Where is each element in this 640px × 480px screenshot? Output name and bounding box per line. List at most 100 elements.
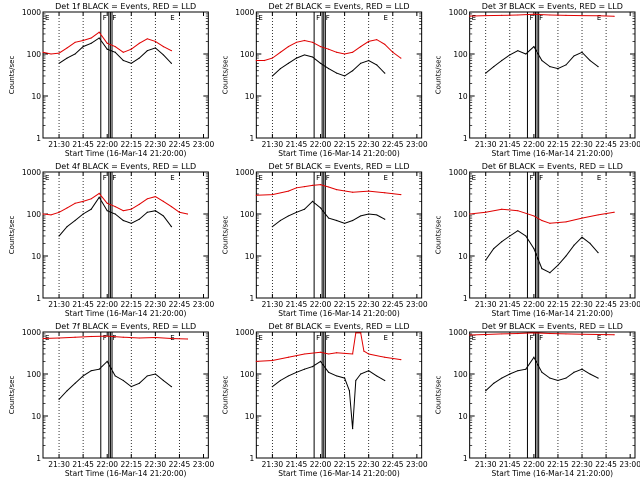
- series-line-black: [272, 54, 386, 77]
- chart-panel: Det 4f BLACK = Events, RED = LLD Counts/s…: [8, 162, 215, 318]
- event-marker: F: [103, 14, 107, 22]
- data-point: [138, 337, 140, 339]
- data-point: [50, 214, 52, 216]
- data-point: [400, 193, 402, 196]
- event-marker: E: [472, 14, 476, 22]
- data-point: [122, 336, 124, 338]
- x-tick-label: 22:45: [595, 300, 617, 309]
- data-point: [360, 46, 362, 48]
- y-tick-label: 10: [245, 252, 255, 261]
- x-axis-label: Start Time (16-Mar-14 21:20:00): [65, 149, 187, 158]
- data-point: [355, 379, 357, 382]
- data-point: [74, 202, 76, 204]
- data-point: [319, 360, 322, 362]
- data-point: [114, 51, 116, 53]
- data-point: [106, 335, 108, 337]
- y-tick-label: 100: [27, 50, 42, 59]
- data-point: [348, 390, 351, 392]
- data-point: [114, 213, 116, 215]
- data-point: [74, 336, 76, 338]
- event-marker: F: [316, 334, 320, 342]
- data-point: [597, 15, 599, 17]
- data-point: [517, 332, 519, 335]
- data-point: [485, 259, 487, 261]
- chart-panel: Det 3f BLACK = Events, RED = LLD Counts/s…: [435, 2, 640, 158]
- data-point: [303, 54, 306, 56]
- data-point: [154, 373, 156, 375]
- data-point: [295, 371, 298, 373]
- data-point: [360, 62, 362, 64]
- data-point: [162, 54, 164, 56]
- data-point: [469, 15, 471, 17]
- data-point: [376, 375, 378, 377]
- event-marker: F: [326, 334, 330, 342]
- x-tick-label: 21:45: [72, 300, 94, 309]
- data-point: [485, 390, 487, 392]
- data-point: [271, 226, 273, 228]
- data-point: [549, 377, 551, 379]
- data-point: [287, 190, 290, 192]
- x-tick-label: 22:00: [96, 460, 118, 469]
- event-marker: E: [384, 334, 388, 342]
- x-tick-label: 22:30: [145, 300, 167, 309]
- y-tick-label: 100: [27, 370, 42, 379]
- data-point: [352, 70, 354, 72]
- x-axis-label: Start Time (16-Mar-14 21:20:00): [65, 309, 187, 318]
- event-marker: E: [597, 174, 601, 182]
- x-tick-label: 22:15: [334, 300, 356, 309]
- data-point: [170, 226, 173, 228]
- x-tick-label: 22:45: [382, 300, 404, 309]
- data-point: [98, 31, 100, 33]
- x-axis-label: Start Time (16-Mar-14 21:20:00): [278, 309, 400, 318]
- y-tick-label: 10: [31, 252, 41, 261]
- data-point: [344, 222, 346, 224]
- x-tick-label: 22:30: [571, 140, 593, 149]
- data-point: [170, 206, 173, 208]
- data-point: [66, 207, 68, 209]
- data-point: [295, 57, 298, 59]
- event-marker: E: [472, 334, 476, 342]
- event-marker: F: [539, 14, 543, 22]
- data-point: [501, 333, 503, 335]
- data-point: [352, 51, 354, 53]
- data-point: [271, 193, 273, 196]
- event-marker: F: [529, 334, 533, 342]
- data-point: [130, 386, 132, 388]
- data-point: [581, 333, 583, 335]
- x-tick-label: 22:45: [169, 300, 191, 309]
- data-point: [573, 244, 575, 246]
- data-point: [130, 62, 132, 64]
- data-point: [573, 371, 575, 373]
- data-point: [90, 37, 92, 39]
- data-point: [98, 192, 100, 194]
- data-point: [613, 15, 615, 17]
- y-axis-label: Counts/sec: [221, 56, 229, 95]
- x-tick-label: 21:30: [48, 140, 70, 149]
- plot-frame: [42, 171, 209, 299]
- data-point: [597, 252, 599, 254]
- data-point: [58, 52, 60, 54]
- data-point: [295, 211, 298, 213]
- x-tick-label: 21:45: [72, 460, 94, 469]
- event-marker: E: [384, 14, 388, 22]
- event-marker: E: [170, 174, 174, 182]
- data-point: [352, 353, 354, 355]
- data-point: [287, 356, 290, 358]
- data-point: [363, 350, 365, 352]
- x-axis-label: Start Time (16-Mar-14 21:20:00): [492, 469, 614, 478]
- series-line-red: [469, 208, 615, 224]
- x-axis-label: Start Time (16-Mar-14 21:20:00): [65, 469, 187, 478]
- y-tick-label: 1000: [22, 168, 41, 177]
- y-tick-label: 100: [453, 210, 468, 219]
- data-point: [162, 46, 164, 48]
- data-point: [311, 200, 314, 202]
- plot-frame: [469, 11, 636, 139]
- data-point: [327, 67, 330, 70]
- plot-frame: [255, 171, 423, 299]
- data-point: [493, 248, 495, 250]
- y-tick-label: 10: [458, 252, 468, 261]
- data-point: [122, 219, 124, 222]
- event-marker: F: [112, 334, 116, 342]
- data-point: [581, 51, 583, 53]
- chart-panel: Det 7f BLACK = Events, RED = LLD Counts/s…: [8, 322, 215, 478]
